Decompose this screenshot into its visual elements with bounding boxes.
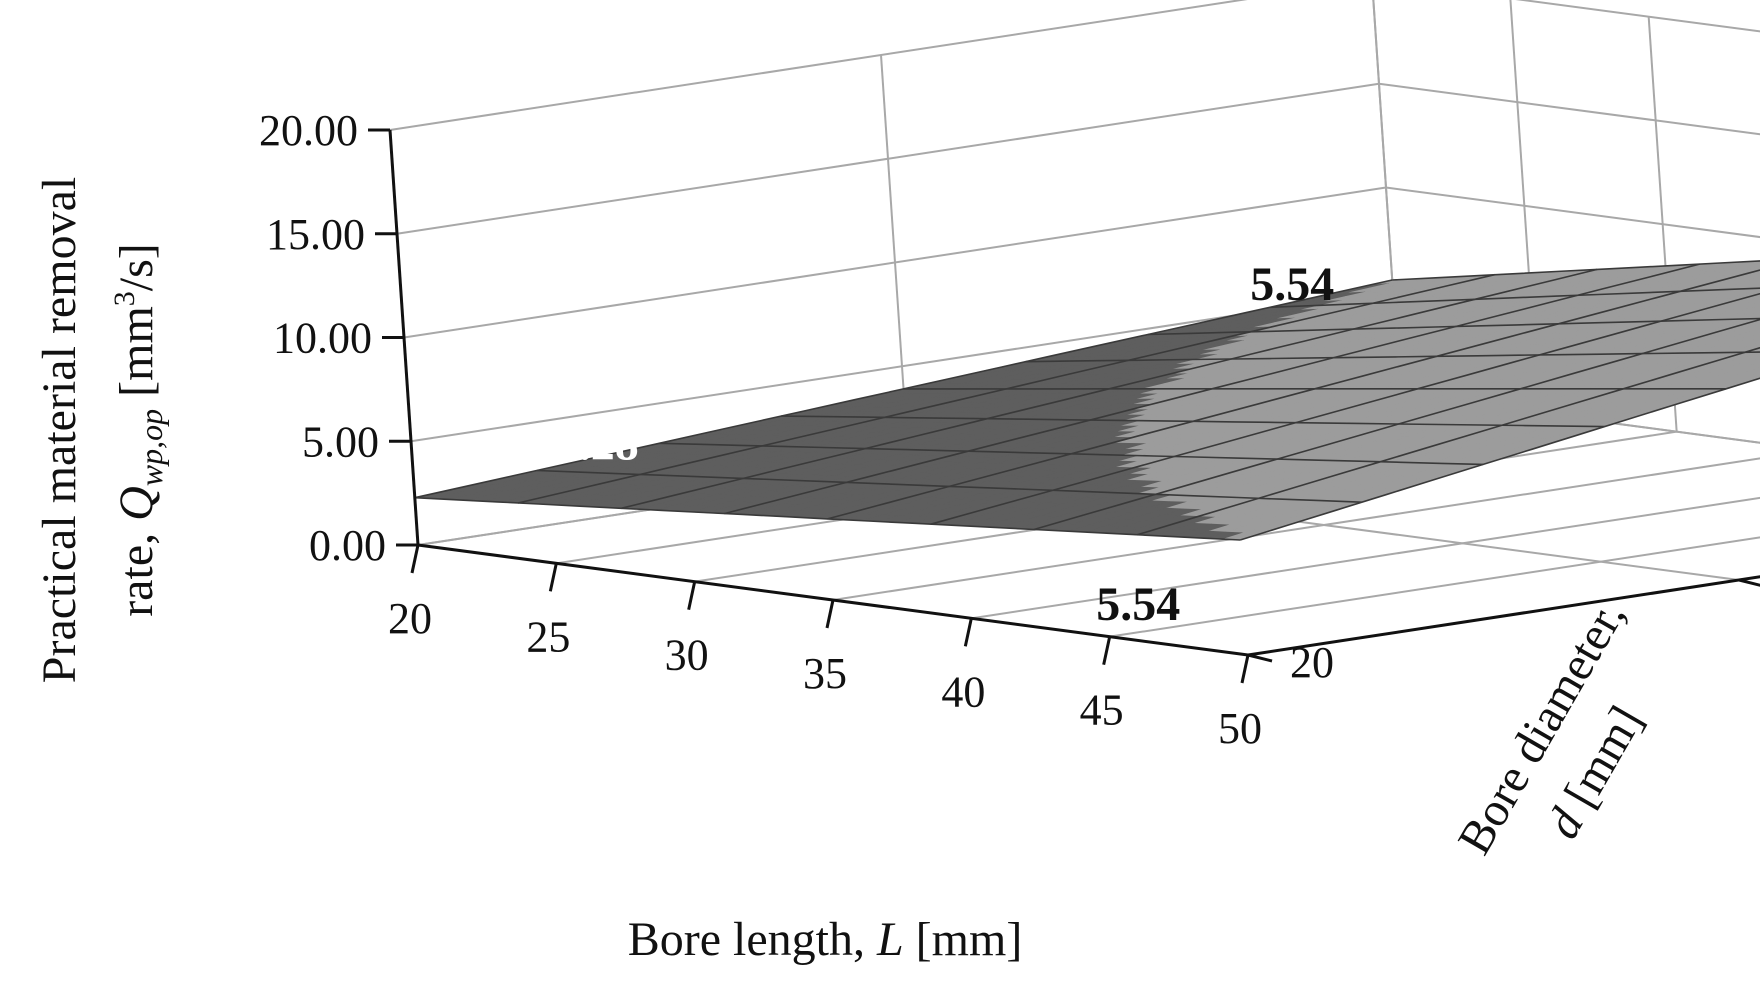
z-axis-title-prefix: rate,	[110, 521, 163, 617]
back-wall-hline-3	[1378, 82, 1760, 136]
x-axis-title-prefix: Bore length,	[628, 913, 877, 966]
x-tick-1	[548, 563, 558, 592]
z-axis-title-sub: wp,op	[133, 409, 169, 486]
surface-cell-47-26	[1749, 372, 1760, 377]
surface-mesh-d-5	[1025, 351, 1760, 363]
z-axis-title-sup: 3	[108, 291, 141, 306]
z-axis-title-line2: rate, Qwp,op [mm3/s]	[108, 243, 169, 617]
surface-mesh-d-8	[1392, 260, 1760, 281]
surface-plot	[414, 260, 1760, 541]
z-tick-label-1: 5.00	[302, 417, 379, 466]
x-tick-label-1: 25	[526, 612, 570, 661]
chart-axes	[368, 128, 1760, 684]
y-tick-1	[1738, 578, 1760, 587]
surface-mesh-d-7	[1270, 287, 1760, 309]
y-tick-0	[1247, 653, 1273, 663]
left-wall-hline-3	[396, 82, 1380, 235]
z-axis-title-line1: Practical material removal	[33, 177, 86, 683]
x-tick-3	[825, 599, 835, 629]
x-axis-title-var: L	[876, 913, 904, 966]
z-tick-label-0: 0.00	[309, 521, 386, 570]
x-tick-2	[687, 581, 697, 610]
z-tick-label-3: 15.00	[266, 210, 365, 259]
surface-cell-34-37	[1749, 310, 1760, 314]
x-tick-label-6: 50	[1218, 704, 1262, 753]
x-tick-0	[410, 544, 420, 574]
annotation-1: 2.28	[555, 418, 639, 471]
z-axis-title-var: Q	[110, 486, 163, 521]
z-axis-title-unit-b: /s]	[110, 243, 163, 291]
surface-mesh-l-8	[1239, 377, 1760, 541]
y-tick-label-0: 20	[1290, 638, 1334, 687]
tick-labels: 0.005.0010.0015.0020.0020253035404550203…	[259, 106, 1334, 753]
floor-line-x-6	[1247, 575, 1760, 656]
surface-mesh-l-6	[1033, 318, 1760, 531]
surface-mesh-l-5	[930, 292, 1760, 525]
annotation-0: 5.54	[1250, 258, 1334, 311]
surface-mesh-l-7	[1136, 346, 1760, 536]
left-wall-hline-2	[403, 186, 1387, 339]
z-tick-label-2: 10.00	[273, 314, 372, 363]
z-tick-label-4: 20.00	[259, 106, 358, 155]
x-tick-label-5: 45	[1080, 686, 1124, 735]
back-wall-hline-4	[1515, 0, 1760, 33]
x-axis-title-unit: [mm]	[904, 913, 1023, 966]
back-wall-hline-2	[1385, 186, 1760, 239]
z-axis-title-unit-a: [mm	[110, 306, 163, 409]
surface-mesh-d-6	[1147, 317, 1760, 336]
surface-cell-40-32	[1750, 337, 1760, 342]
surface-cell-46-27	[1752, 367, 1760, 371]
x-tick-label-3: 35	[803, 649, 847, 698]
x-tick-label-0: 20	[388, 594, 432, 643]
x-axis-title: Bore length, L [mm]	[628, 913, 1023, 966]
y-axis-line	[1247, 575, 1760, 657]
x-tick-4	[963, 618, 973, 647]
x-tick-label-4: 40	[941, 667, 985, 716]
surface-annotations: 5.542.285.5412.89	[555, 258, 1334, 631]
annotation-2: 5.54	[1096, 578, 1180, 631]
x-tick-6	[1240, 654, 1250, 684]
x-tick-5	[1102, 636, 1112, 665]
left-wall-hline-4	[389, 0, 1248, 131]
x-tick-label-2: 30	[665, 631, 709, 680]
